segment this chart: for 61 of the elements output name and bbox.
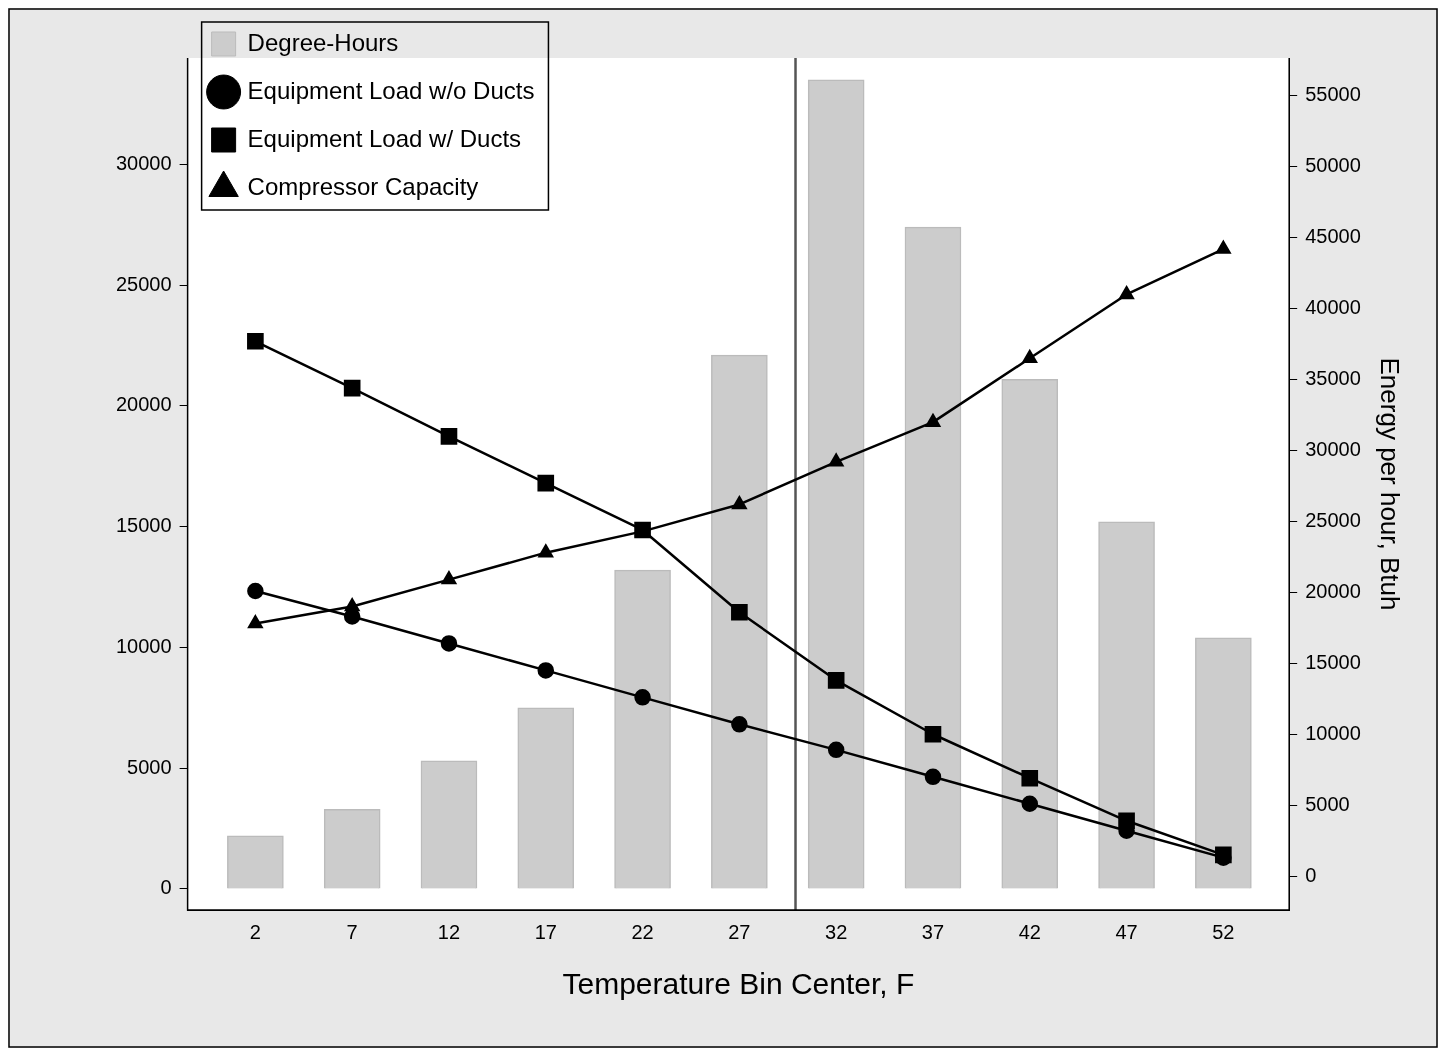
point bbox=[924, 768, 942, 786]
point bbox=[731, 603, 748, 621]
x-tick-label: 32 bbox=[825, 920, 848, 943]
x-tick-label: 47 bbox=[1115, 920, 1138, 943]
y-tick-label: 0 bbox=[160, 876, 172, 899]
y2-tick-label: 5000 bbox=[1305, 792, 1350, 815]
y2-tick-label: 0 bbox=[1305, 863, 1317, 886]
x-tick-label: 17 bbox=[534, 920, 557, 943]
point bbox=[731, 716, 748, 733]
y2-tick-label: 10000 bbox=[1305, 721, 1361, 744]
point bbox=[1022, 350, 1038, 364]
y-tick-label: 5000 bbox=[127, 755, 172, 778]
x-tick-label: 37 bbox=[921, 920, 945, 943]
point bbox=[440, 428, 458, 445]
y2-tick-label: 55000 bbox=[1305, 83, 1361, 106]
point bbox=[924, 725, 942, 743]
y-tick-label: 20000 bbox=[115, 393, 172, 416]
y2-tick-label: 35000 bbox=[1305, 367, 1361, 390]
point bbox=[634, 689, 651, 706]
point bbox=[732, 496, 747, 510]
y2-tick-label: 20000 bbox=[1305, 579, 1361, 602]
point bbox=[248, 615, 263, 629]
point bbox=[537, 662, 555, 679]
x-tick-label: 52 bbox=[1212, 920, 1235, 943]
point bbox=[441, 571, 457, 585]
x-axis-title: Temperature Bin Center, F bbox=[562, 967, 915, 1001]
x-tick-label: 7 bbox=[346, 920, 358, 943]
point bbox=[1021, 769, 1039, 787]
y-tick-label: 25000 bbox=[115, 272, 172, 295]
point bbox=[1216, 240, 1231, 254]
y-tick-label: 10000 bbox=[115, 634, 172, 657]
y2-tick-label: 15000 bbox=[1305, 650, 1361, 673]
point bbox=[1119, 286, 1134, 300]
y2-tick-label: 25000 bbox=[1305, 508, 1361, 531]
point bbox=[538, 544, 554, 558]
point bbox=[925, 413, 941, 427]
y2-tick-label: 45000 bbox=[1305, 225, 1361, 248]
point bbox=[827, 741, 845, 759]
x-tick-label: 2 bbox=[249, 920, 261, 943]
point bbox=[343, 379, 361, 397]
legend-label: Degree-Hours bbox=[247, 28, 399, 56]
x-tick-label: 42 bbox=[1018, 920, 1041, 943]
point bbox=[827, 672, 845, 689]
point bbox=[440, 635, 458, 652]
legend-label: Compressor Capacity bbox=[247, 172, 479, 200]
x-tick-label: 12 bbox=[437, 920, 461, 943]
point bbox=[828, 453, 844, 467]
point bbox=[1021, 795, 1039, 812]
y2-tick-label: 30000 bbox=[1305, 438, 1361, 461]
legend-label: Equipment Load w/o Ducts bbox=[247, 76, 535, 104]
y-tick-label: 30000 bbox=[115, 151, 172, 174]
point bbox=[247, 582, 264, 600]
y2-tick-label: 40000 bbox=[1305, 296, 1361, 319]
x-tick-label: 27 bbox=[728, 920, 751, 943]
y2-axis-title: Energy per hour, Btuh bbox=[1375, 357, 1406, 611]
point bbox=[247, 332, 264, 350]
y-tick-label: 15000 bbox=[115, 514, 172, 537]
point bbox=[537, 474, 555, 492]
y2-tick-label: 50000 bbox=[1305, 154, 1361, 177]
legend-label: Equipment Load w/ Ducts bbox=[247, 124, 522, 152]
x-tick-label: 22 bbox=[631, 920, 654, 943]
